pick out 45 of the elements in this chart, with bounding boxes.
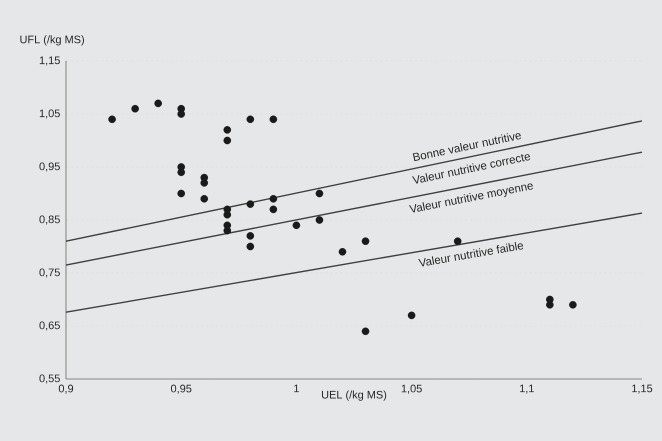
point — [454, 237, 462, 245]
point — [569, 301, 577, 309]
point — [200, 179, 208, 187]
point — [177, 110, 185, 118]
y-tick-label: 1,05 — [40, 109, 60, 119]
y-tick-label: 0,95 — [39, 162, 60, 172]
point — [223, 226, 232, 234]
point — [316, 216, 324, 224]
y-tick-label: 1,15 — [40, 56, 60, 66]
point — [223, 136, 232, 144]
point — [246, 200, 254, 208]
point — [200, 195, 208, 203]
point — [362, 237, 370, 245]
point — [246, 116, 254, 124]
x-tick-label: 0,9 — [58, 384, 74, 394]
annotation: Valeur nutritive faible — [418, 242, 524, 266]
y-tick-label: 0,55 — [39, 374, 60, 384]
point — [177, 168, 185, 176]
point — [108, 116, 116, 124]
x-tick-label: 1,1 — [520, 384, 534, 394]
point — [177, 190, 185, 198]
point — [154, 100, 162, 108]
point — [362, 328, 370, 336]
point — [270, 116, 278, 124]
point — [408, 312, 416, 320]
y-tick-label: 0,75 — [39, 268, 60, 278]
x-tick-label: 1,05 — [402, 384, 422, 394]
point — [338, 248, 346, 256]
point — [316, 190, 324, 198]
x-axis-title: UEL (/kg MS) — [322, 390, 386, 401]
point — [223, 126, 232, 134]
point — [246, 242, 254, 250]
point — [246, 232, 254, 240]
point — [131, 104, 139, 112]
x-tick-label: 1 — [294, 384, 299, 392]
annotation: Valeur nutritive moyenne — [408, 183, 533, 213]
x-tick-label: 0,95 — [170, 384, 192, 394]
point — [270, 195, 278, 203]
point — [292, 222, 300, 230]
y-axis-title: UFL (/kg MS) — [20, 35, 84, 46]
x-tick-label: 1,15 — [632, 384, 652, 394]
y-tick-label: 0,65 — [39, 321, 60, 331]
y-tick-label: 0,85 — [39, 215, 60, 225]
point — [546, 301, 554, 309]
point — [270, 206, 278, 214]
